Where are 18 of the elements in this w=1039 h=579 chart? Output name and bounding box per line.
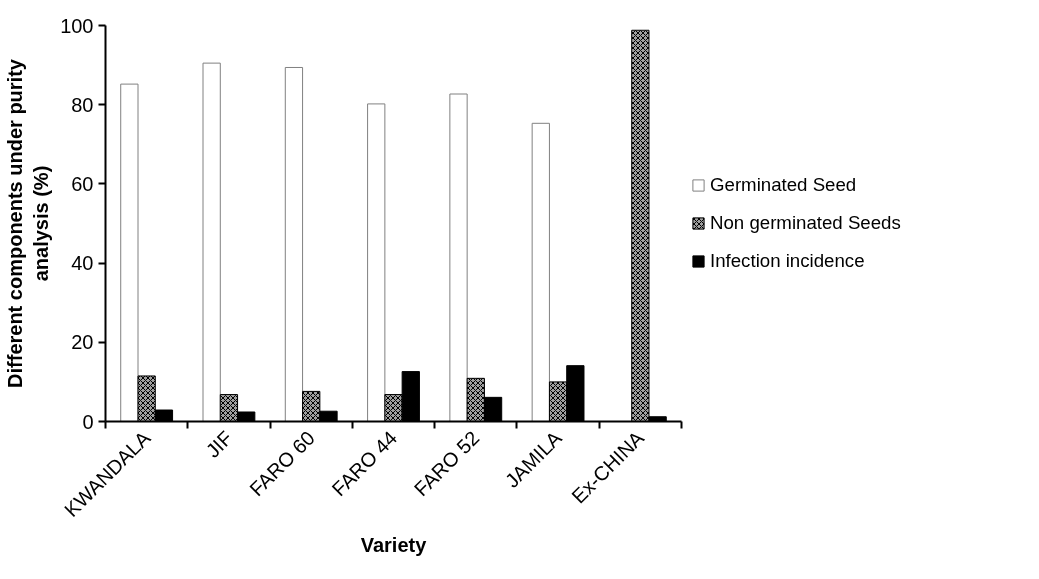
- x-tick-label: JIF: [201, 426, 237, 462]
- y-tick-label: 20: [71, 331, 94, 354]
- y-tick-label: 60: [71, 172, 94, 195]
- bar: [531, 122, 550, 422]
- bar: [284, 66, 304, 422]
- legend-label: Non germinated Seeds: [710, 212, 901, 234]
- y-tick-label: 40: [71, 252, 94, 275]
- y-axis-title: Different components under purity analysis (%): [3, 58, 53, 388]
- y-tick-label: 0: [82, 410, 94, 433]
- x-axis-title: Variety: [360, 533, 428, 556]
- bar: [367, 103, 386, 422]
- bar: [120, 83, 139, 422]
- legend-label: Germinated Seed: [710, 174, 857, 196]
- bar: [202, 62, 221, 422]
- legend-label: Infection incidence: [710, 250, 865, 272]
- bar: [449, 93, 468, 422]
- y-tick-label: 100: [60, 14, 94, 37]
- y-tick-label: 80: [71, 93, 94, 116]
